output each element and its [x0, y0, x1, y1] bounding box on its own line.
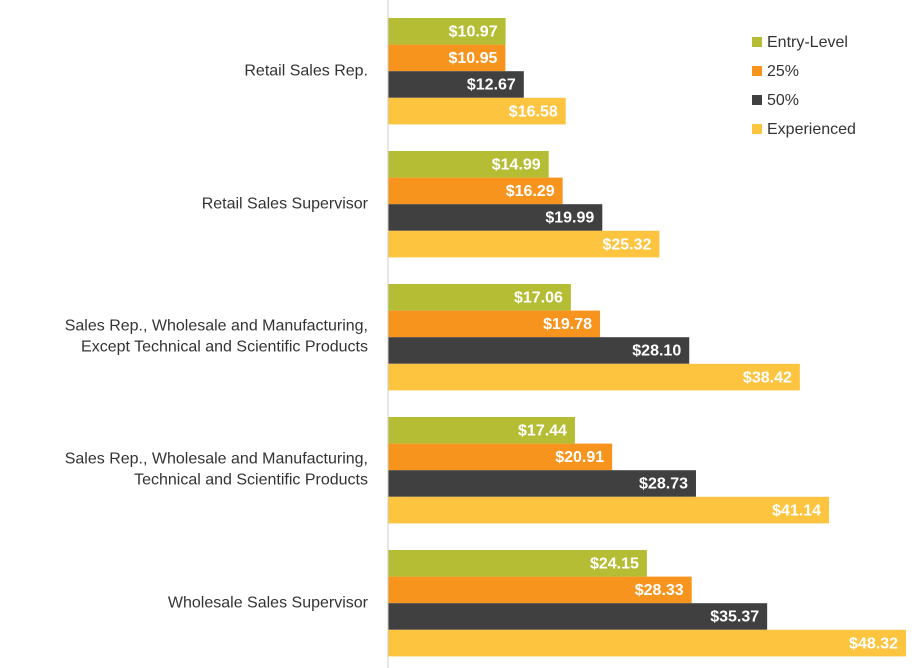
value-label: $12.67	[467, 77, 516, 94]
legend-label: Entry-Level	[767, 34, 848, 51]
value-label: $25.32	[602, 236, 651, 253]
legend-swatch	[752, 95, 762, 105]
value-label: $20.91	[555, 449, 604, 466]
bar	[388, 151, 549, 178]
category-label: Retail Sales Supervisor	[202, 195, 369, 212]
value-label: $35.37	[710, 609, 759, 626]
category-label: Wholesale Sales Supervisor	[168, 594, 369, 611]
value-label: $19.99	[545, 210, 594, 227]
bar	[388, 204, 603, 231]
bar	[388, 337, 690, 364]
bar	[388, 177, 563, 205]
value-label: $28.33	[635, 582, 684, 599]
bar	[388, 363, 800, 391]
bar	[388, 470, 696, 497]
category-label: Retail Sales Rep.	[244, 62, 368, 79]
value-label: $48.32	[849, 635, 898, 652]
bar	[388, 44, 506, 72]
category-label: Sales Rep., Wholesale and Manufacturing,…	[65, 451, 368, 489]
legend-swatch	[752, 66, 762, 76]
value-label: $10.95	[448, 50, 497, 67]
value-label: $16.29	[506, 183, 555, 200]
bar	[388, 71, 524, 98]
category-label: Sales Rep., Wholesale and Manufacturing,…	[65, 318, 368, 356]
legend-label: 25%	[767, 63, 799, 80]
bar	[388, 576, 692, 604]
bar	[388, 629, 906, 657]
bar	[388, 550, 647, 577]
value-label: $28.10	[632, 343, 681, 360]
value-label: $17.44	[518, 423, 567, 440]
legend-swatch	[752, 124, 762, 134]
bar	[388, 230, 660, 258]
value-label: $16.58	[509, 103, 558, 120]
value-label: $19.78	[543, 316, 592, 333]
bar	[388, 417, 575, 444]
value-label: $28.73	[639, 476, 688, 493]
value-label: $14.99	[492, 157, 541, 174]
value-label: $10.97	[449, 24, 498, 41]
value-label: $41.14	[772, 502, 821, 519]
value-label: $24.15	[590, 556, 639, 573]
bar	[388, 443, 613, 471]
legend-label: 50%	[767, 92, 799, 109]
bar	[388, 310, 601, 338]
bar	[388, 97, 566, 125]
bar	[388, 18, 506, 45]
legend-label: Experienced	[767, 121, 856, 138]
value-label: $38.42	[743, 369, 792, 386]
bar	[388, 603, 768, 630]
legend-swatch	[752, 37, 762, 47]
value-label: $17.06	[514, 290, 563, 307]
bar	[388, 284, 571, 311]
bar	[388, 496, 830, 524]
